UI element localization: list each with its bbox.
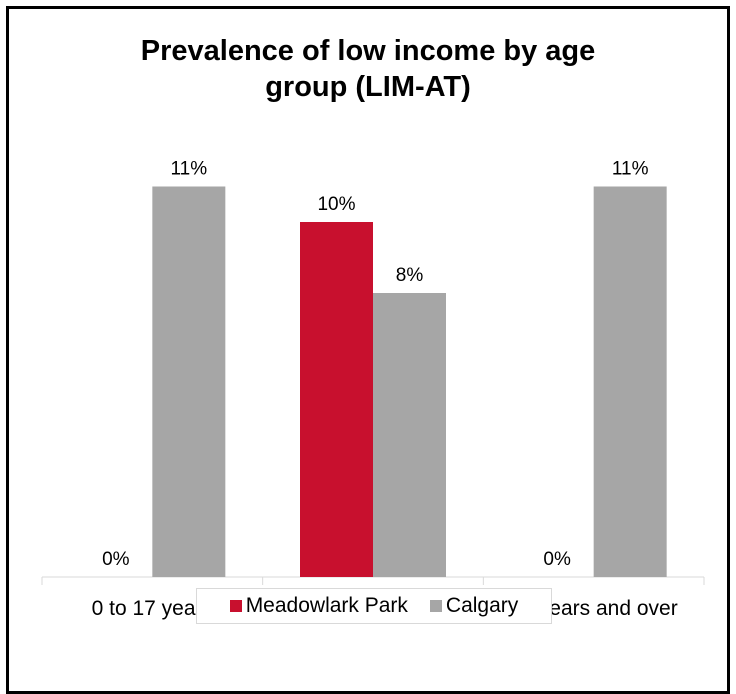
legend-item-meadowlark-park: Meadowlark Park bbox=[230, 594, 408, 618]
data-label-calgary-0-to-17-years: 11% bbox=[171, 159, 208, 180]
bar-calgary-18-to-64-years bbox=[373, 293, 446, 577]
bar-calgary-0-to-17-years bbox=[152, 187, 225, 578]
bar-calgary-65-years-and-over bbox=[594, 187, 667, 578]
data-label-calgary-65-years-and-over: 11% bbox=[612, 159, 649, 180]
legend: Meadowlark Park Calgary bbox=[196, 588, 552, 624]
category-label-0-to-17-years: 0 to 17 years bbox=[92, 597, 213, 620]
data-label-meadowlark-park-0-to-17-years: 0% bbox=[102, 549, 130, 570]
data-label-calgary-18-to-64-years: 8% bbox=[396, 265, 424, 286]
legend-label-meadowlark-park: Meadowlark Park bbox=[246, 594, 408, 618]
legend-item-calgary: Calgary bbox=[430, 594, 518, 618]
legend-swatch-calgary bbox=[430, 600, 442, 612]
data-label-meadowlark-park-18-to-64-years: 10% bbox=[317, 194, 355, 215]
data-label-meadowlark-park-65-years-and-over: 0% bbox=[543, 549, 571, 570]
legend-label-calgary: Calgary bbox=[446, 594, 518, 618]
legend-swatch-meadowlark-park bbox=[230, 600, 242, 612]
bar-meadowlark-park-18-to-64-years bbox=[300, 222, 373, 577]
